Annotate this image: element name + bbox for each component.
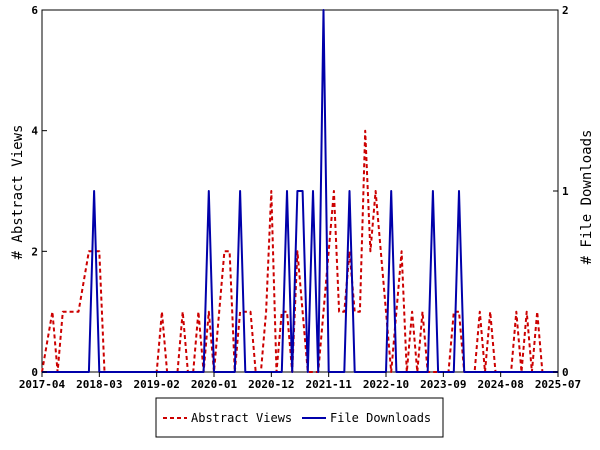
- axes-layer: 2017-04 2018-03 2019-02 2020-01 2020-12 2021-…: [19, 4, 581, 391]
- y-left-tick-label: 0: [31, 366, 38, 379]
- x-tick-label: 2020-01: [191, 378, 238, 391]
- legend-label-2: File Downloads: [330, 411, 431, 425]
- y-axis-title-right: # File Downloads: [579, 130, 595, 265]
- series-line-2: [42, 9, 558, 373]
- y-right-tick-label: 1: [562, 185, 569, 198]
- y-right-tick-label: 0: [562, 366, 569, 379]
- legend-box: [155, 397, 444, 438]
- y-left-tick-label: 4: [31, 125, 38, 138]
- x-tick-label: 2020-12: [248, 378, 294, 391]
- x-tick-label: 2021-11: [305, 378, 352, 391]
- y-left-tick-label: 6: [31, 4, 38, 17]
- legend-label-1: Abstract Views: [191, 411, 292, 425]
- y-axis-title-left: # Abstract Views: [10, 125, 26, 260]
- series-layer: [41, 9, 558, 373]
- x-tick-label: 2019-02: [133, 378, 179, 391]
- y-right-tick-label: 2: [562, 4, 569, 17]
- x-tick-label: 2018-03: [76, 378, 122, 391]
- x-tick-label: 2022-10: [363, 378, 409, 391]
- x-tick-label: 2023-09: [420, 378, 466, 391]
- legend: Abstract Views File Downloads: [155, 397, 444, 438]
- y-left-tick-label: 2: [31, 245, 38, 258]
- x-tick-label: 2017-04: [19, 378, 66, 391]
- x-tick-label: 2025-07: [535, 378, 581, 391]
- x-tick-label: 2024-08: [477, 378, 523, 391]
